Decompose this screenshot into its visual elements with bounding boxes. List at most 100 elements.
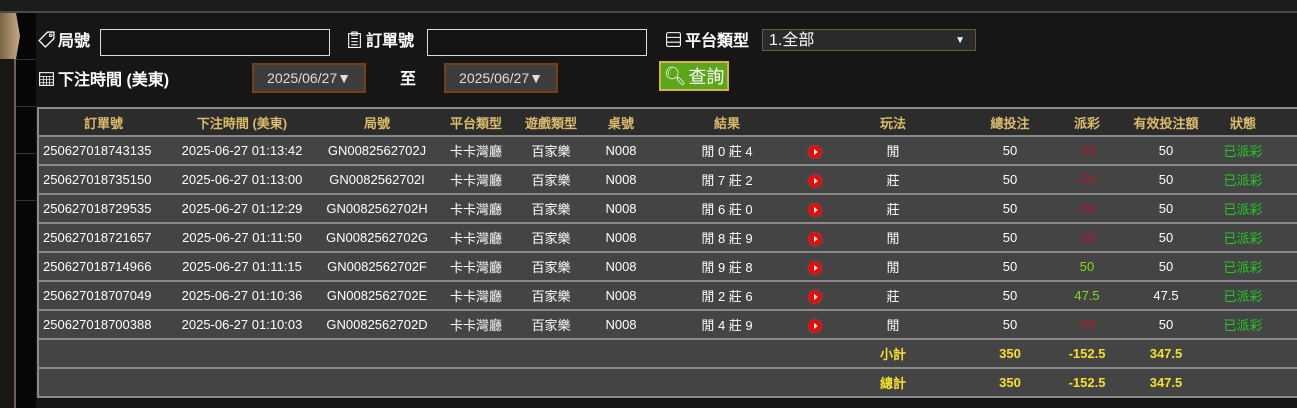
search-button[interactable]: 🔍︎ 查詢 [659,61,729,91]
replay-cell[interactable] [800,194,830,224]
table-row: 250627018721657 2025-06-27 01:11:50 GN0082… [38,223,1297,253]
bet-option: 閒 [830,136,956,166]
payout: -50 [1064,310,1110,340]
blank [1222,368,1264,398]
replay-cell[interactable] [800,136,830,166]
blank [1264,252,1297,282]
date-from-picker[interactable]: 2025/06/27▼ [252,63,366,93]
calendar-icon [39,71,54,86]
game-type: 百家樂 [514,136,588,166]
blank [1264,165,1297,195]
blank [1264,136,1297,166]
table-id: N008 [588,223,654,253]
order-input[interactable] [427,29,647,56]
blank [1264,223,1297,253]
bet-time: 2025-06-27 01:10:03 [168,310,316,340]
column-header: 桌號 [588,108,654,137]
bet-time: 2025-06-27 01:11:50 [168,223,316,253]
table-id: N008 [588,194,654,224]
payout: 50 [1064,252,1110,282]
result: 閒 6 莊 0 [654,194,800,224]
payout: -50 [1064,165,1110,195]
total-valid: 347.5 [1110,368,1222,398]
platform-label: 平台類型 [665,27,749,51]
bet-records-table: 訂單號 下注時間 (美東) 局號 平台類型 遊戲類型 桌號 結果 玩法 總投注 派彩 有效投注額 狀態… [37,107,1297,398]
date-to-picker[interactable]: 2025/06/27▼ [444,63,558,93]
valid-bet: 50 [1110,165,1222,195]
replay-cell[interactable] [800,310,830,340]
column-header: 玩法 [830,108,956,137]
side-nav [16,13,36,408]
tag-icon [38,30,55,48]
subtotal-bet: 350 [956,339,1064,369]
play-video-icon[interactable] [809,174,821,187]
table-id: N008 [588,165,654,195]
status: 已派彩 [1222,281,1264,311]
blank [1264,281,1297,311]
bet-time: 2025-06-27 01:13:00 [168,165,316,195]
status: 已派彩 [1222,194,1264,224]
round-id: GN0082562702H [316,194,438,224]
search-icon: 🔍︎ [663,65,687,86]
play-video-icon[interactable] [809,232,821,245]
side-nav-item[interactable] [16,13,36,60]
to-label: 至 [400,71,417,88]
result: 閒 4 莊 9 [654,310,800,340]
platform: 卡卡灣廳 [438,281,514,311]
side-nav-item[interactable] [16,154,36,201]
play-video-icon[interactable] [809,203,821,216]
replay-cell[interactable] [800,165,830,195]
round-label: 局號 [38,27,90,51]
column-header: 局號 [316,108,438,137]
result: 閒 9 莊 8 [654,252,800,282]
top-bar [0,0,1297,13]
column-header: 遊戲類型 [514,108,588,137]
order-number: 250627018707049 [38,281,168,311]
bet-time: 2025-06-27 01:13:42 [168,136,316,166]
column-header [800,108,830,137]
side-nav-active-tab[interactable] [0,13,20,59]
platform-select[interactable]: 1.全部 ▼ [762,29,976,51]
status: 已派彩 [1222,136,1264,166]
bet-option: 閒 [830,310,956,340]
status: 已派彩 [1222,165,1264,195]
bet-time: 2025-06-27 01:10:36 [168,281,316,311]
play-video-icon[interactable] [809,145,821,158]
order-label: 訂單號 [346,27,414,51]
valid-bet: 50 [1110,223,1222,253]
replay-cell[interactable] [800,252,830,282]
subtotal-label: 小計 [830,339,956,369]
replay-cell[interactable] [800,223,830,253]
valid-bet: 50 [1110,252,1222,282]
clipboard-icon [348,31,361,48]
round-input[interactable] [100,29,330,56]
play-video-icon[interactable] [809,261,821,274]
side-nav-item[interactable] [16,107,36,154]
game-type: 百家樂 [514,223,588,253]
play-video-icon[interactable] [809,319,821,332]
order-number: 250627018735150 [38,165,168,195]
column-header: 訂單號 [38,108,168,137]
order-number: 250627018700388 [38,310,168,340]
left-strip [0,13,16,408]
valid-bet: 47.5 [1110,281,1222,311]
side-nav-item[interactable] [16,60,36,107]
order-number: 250627018743135 [38,136,168,166]
chevron-down-icon: ▼ [955,35,965,46]
bet-option: 閒 [830,252,956,282]
platform: 卡卡灣廳 [438,310,514,340]
round-id: GN0082562702E [316,281,438,311]
bet-option: 莊 [830,165,956,195]
column-header-blank [1264,108,1297,137]
blank [38,339,830,369]
order-number: 250627018729535 [38,194,168,224]
total-bet: 50 [956,194,1064,224]
platform: 卡卡灣廳 [438,223,514,253]
status: 已派彩 [1222,223,1264,253]
play-video-icon[interactable] [809,290,821,303]
replay-cell[interactable] [800,281,830,311]
blank [1264,310,1297,340]
result: 閒 0 莊 4 [654,136,800,166]
game-type: 百家樂 [514,194,588,224]
table-row: 250627018735150 2025-06-27 01:13:00 GN0082… [38,165,1297,195]
